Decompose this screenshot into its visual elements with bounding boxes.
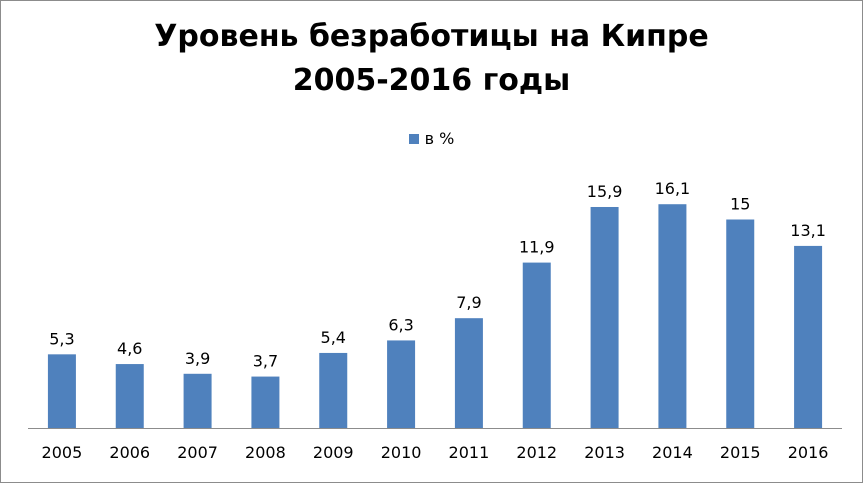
- x-tick-label-2010: 2010: [381, 443, 422, 462]
- chart-title-line1: Уровень безработицы на Кипре: [154, 19, 709, 54]
- x-tick-label-2012: 2012: [516, 443, 557, 462]
- data-label-2013: 15,9: [587, 182, 623, 201]
- x-tick-label-2008: 2008: [245, 443, 286, 462]
- x-tick-label-2005: 2005: [42, 443, 83, 462]
- legend-swatch: [408, 134, 419, 144]
- data-label-2008: 3,7: [253, 352, 278, 371]
- bar-2013: [590, 206, 619, 428]
- bar-2010: [387, 340, 416, 428]
- bar-2012: [522, 262, 551, 428]
- data-label-2005: 5,3: [49, 329, 74, 348]
- legend: в %: [1, 129, 862, 148]
- x-tick-label-2015: 2015: [720, 443, 761, 462]
- data-label-2015: 15: [730, 195, 750, 214]
- x-tick-label-2014: 2014: [652, 443, 693, 462]
- bar-2005: [47, 354, 76, 428]
- bar-2008: [251, 376, 280, 428]
- data-label-2011: 7,9: [456, 293, 481, 312]
- bar-2007: [183, 373, 212, 428]
- x-tick-label-2006: 2006: [109, 443, 150, 462]
- data-label-2012: 11,9: [519, 238, 555, 257]
- bar-2014: [658, 204, 687, 428]
- x-tick-label-2013: 2013: [584, 443, 625, 462]
- chart-title-line2: 2005-2016 годы: [292, 63, 571, 98]
- bar-2006: [115, 364, 144, 428]
- x-tick-label-2007: 2007: [177, 443, 218, 462]
- x-tick-label-2011: 2011: [449, 443, 490, 462]
- legend-label: в %: [424, 129, 455, 148]
- data-label-2007: 3,9: [185, 349, 210, 368]
- x-tick-label-2009: 2009: [313, 443, 354, 462]
- data-label-2010: 6,3: [388, 315, 413, 334]
- data-label-2014: 16,1: [655, 179, 691, 198]
- x-tick-label-2016: 2016: [788, 443, 829, 462]
- bar-2009: [319, 352, 348, 428]
- data-label-2009: 5,4: [321, 328, 346, 347]
- chart-title: Уровень безработицы на Кипре 2005-2016 г…: [1, 15, 862, 103]
- data-label-2016: 13,1: [790, 221, 826, 240]
- bar-2011: [454, 318, 483, 428]
- bar-2016: [794, 245, 823, 428]
- bar-2015: [726, 219, 755, 428]
- data-label-2006: 4,6: [117, 339, 142, 358]
